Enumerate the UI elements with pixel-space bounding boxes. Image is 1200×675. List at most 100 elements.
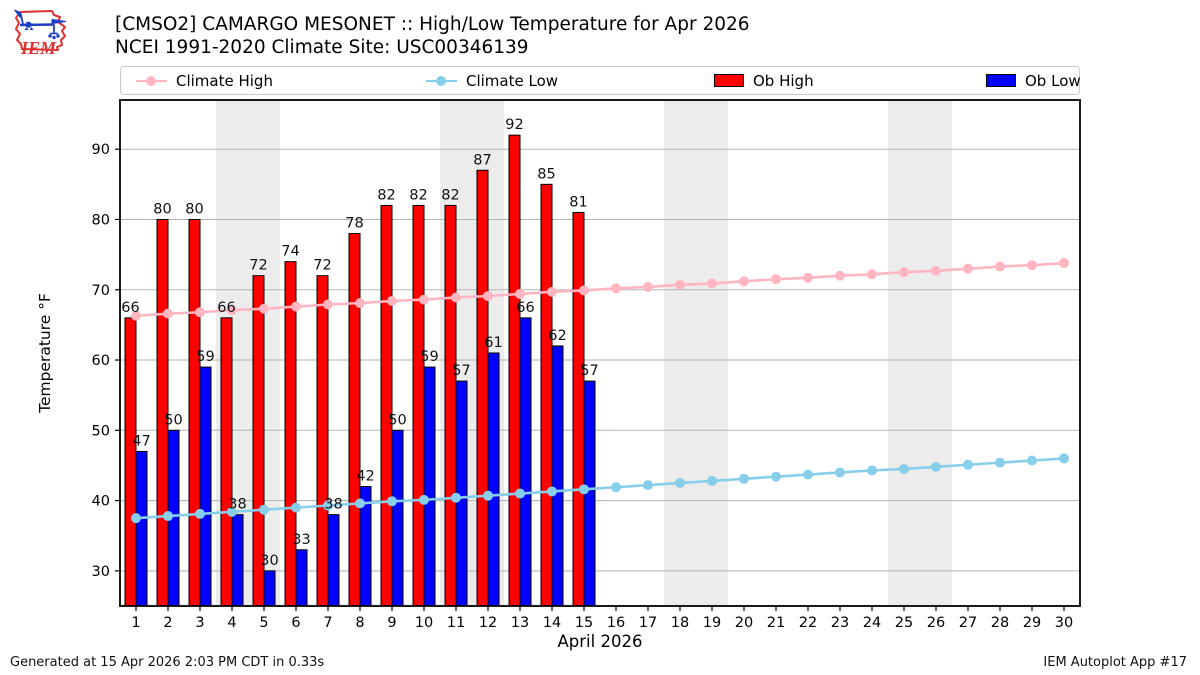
ob-low-value-label: 59: [196, 349, 214, 365]
climate-high-marker: [323, 299, 333, 310]
ob-high-value-label: 92: [505, 117, 523, 133]
ob-low-bar: [391, 429, 404, 607]
climate-low-marker: [867, 465, 877, 476]
ob-low-value-label: 61: [484, 335, 502, 351]
ob-high-value-label: 80: [153, 201, 171, 217]
ob-low-value-label: 62: [548, 328, 566, 344]
x-tick-label: 1: [131, 615, 140, 631]
climate-high-marker: [131, 310, 141, 321]
climate-low-marker: [771, 471, 781, 482]
axes-frame: [119, 99, 1081, 607]
x-tick-label: 11: [447, 615, 465, 631]
legend-label: Climate High: [176, 71, 273, 90]
x-tick-label: 28: [991, 615, 1009, 631]
climate-high-marker: [579, 285, 589, 296]
x-tick-label: 16: [607, 615, 625, 631]
climate-low-marker: [739, 473, 749, 484]
ob-low-value-label: 50: [164, 412, 182, 428]
ob-low-bar: [519, 317, 532, 607]
ob-high-value-label: 82: [409, 187, 427, 203]
ob-high-bar: [412, 204, 425, 607]
ob-high-bar: [316, 275, 329, 607]
chart-legend: Climate High Climate Low Ob High Ob Low: [120, 66, 1081, 95]
weekend-band: [888, 100, 952, 606]
climate-low-marker: [323, 500, 333, 511]
ob-high-value-label: 81: [569, 194, 587, 210]
climate-high-marker: [1027, 260, 1037, 271]
ob-high-bar: [220, 317, 233, 607]
climate-low-marker: [451, 492, 461, 503]
x-tick-label: 14: [543, 615, 561, 631]
x-tick-label: 22: [799, 615, 817, 631]
y-tick-label: 40: [92, 494, 110, 510]
climate-low-marker: [163, 511, 173, 522]
climate-low-marker: [611, 482, 621, 493]
y-tick-label: 60: [92, 353, 110, 369]
climate-high-line-marker-icon: [136, 75, 167, 87]
climate-low-marker: [675, 478, 685, 489]
climate-high-marker: [963, 263, 973, 274]
climate-low-marker: [931, 461, 941, 472]
climate-high-marker: [163, 308, 173, 319]
x-tick-label: 10: [415, 615, 433, 631]
ob-high-value-label: 78: [345, 216, 363, 232]
y-axis-label: Temperature °F: [36, 293, 54, 414]
ob-high-bar: [572, 211, 585, 607]
climate-high-marker: [931, 265, 941, 276]
climate-low-marker: [707, 475, 717, 486]
ob-high-bar: [508, 134, 521, 607]
climate-high-marker: [259, 303, 269, 314]
x-tick-label: 3: [195, 615, 204, 631]
ob-high-value-label: 74: [281, 244, 299, 260]
ob-low-value-label: 57: [580, 363, 598, 379]
climate-high-marker: [803, 272, 813, 283]
x-tick-label: 30: [1055, 615, 1073, 631]
x-tick-label: 17: [639, 615, 657, 631]
climate-high-marker: [387, 295, 397, 306]
weekend-band: [664, 100, 728, 606]
ob-low-value-label: 59: [420, 349, 438, 365]
legend-item-climate-low: Climate Low: [426, 67, 558, 94]
x-tick-label: 18: [671, 615, 689, 631]
ob-high-value-label: 87: [473, 152, 491, 168]
ob-high-value-label: 72: [249, 258, 267, 274]
climate-high-marker: [899, 267, 909, 278]
ob-low-bar: [295, 549, 308, 607]
climate-high-marker: [547, 286, 557, 297]
ob-low-bar: [551, 345, 564, 607]
legend-label: Ob High: [753, 71, 814, 90]
climate-low-marker: [1027, 455, 1037, 466]
ob-high-bar: [124, 317, 137, 607]
climate-low-marker: [963, 459, 973, 470]
ob-high-bar: [188, 218, 201, 607]
ob-high-value-label: 85: [537, 166, 555, 182]
climate-high-marker: [611, 283, 621, 294]
climate-high-line: [135, 261, 1065, 318]
climate-low-marker: [899, 463, 909, 474]
y-tick-label: 80: [92, 212, 110, 228]
climate-high-marker: [835, 270, 845, 281]
ob-low-bar: [423, 366, 436, 607]
x-tick-label: 8: [355, 615, 364, 631]
ob-low-bar: [263, 570, 276, 607]
x-tick-label: 19: [703, 615, 721, 631]
y-tick-label: 50: [92, 423, 110, 439]
climate-low-marker: [131, 513, 141, 524]
x-tick-label: 7: [323, 615, 332, 631]
ob-high-bar: [348, 233, 361, 607]
climate-high-marker: [707, 278, 717, 289]
iem-logo: IEM: [14, 9, 67, 58]
ob-high-value-label: 82: [441, 187, 459, 203]
ob-high-bar: [476, 169, 489, 607]
legend-item-ob-high: Ob High: [714, 67, 814, 94]
climate-high-marker: [771, 274, 781, 285]
climate-low-marker: [547, 486, 557, 497]
x-tick-label: 24: [863, 615, 881, 631]
ob-high-swatch-icon: [714, 74, 744, 87]
ob-high-value-label: 82: [377, 187, 395, 203]
x-tick-label: 6: [291, 615, 300, 631]
climate-low-line-marker-icon: [426, 75, 457, 87]
ob-low-bar: [231, 514, 244, 607]
x-tick-label: 13: [511, 615, 529, 631]
